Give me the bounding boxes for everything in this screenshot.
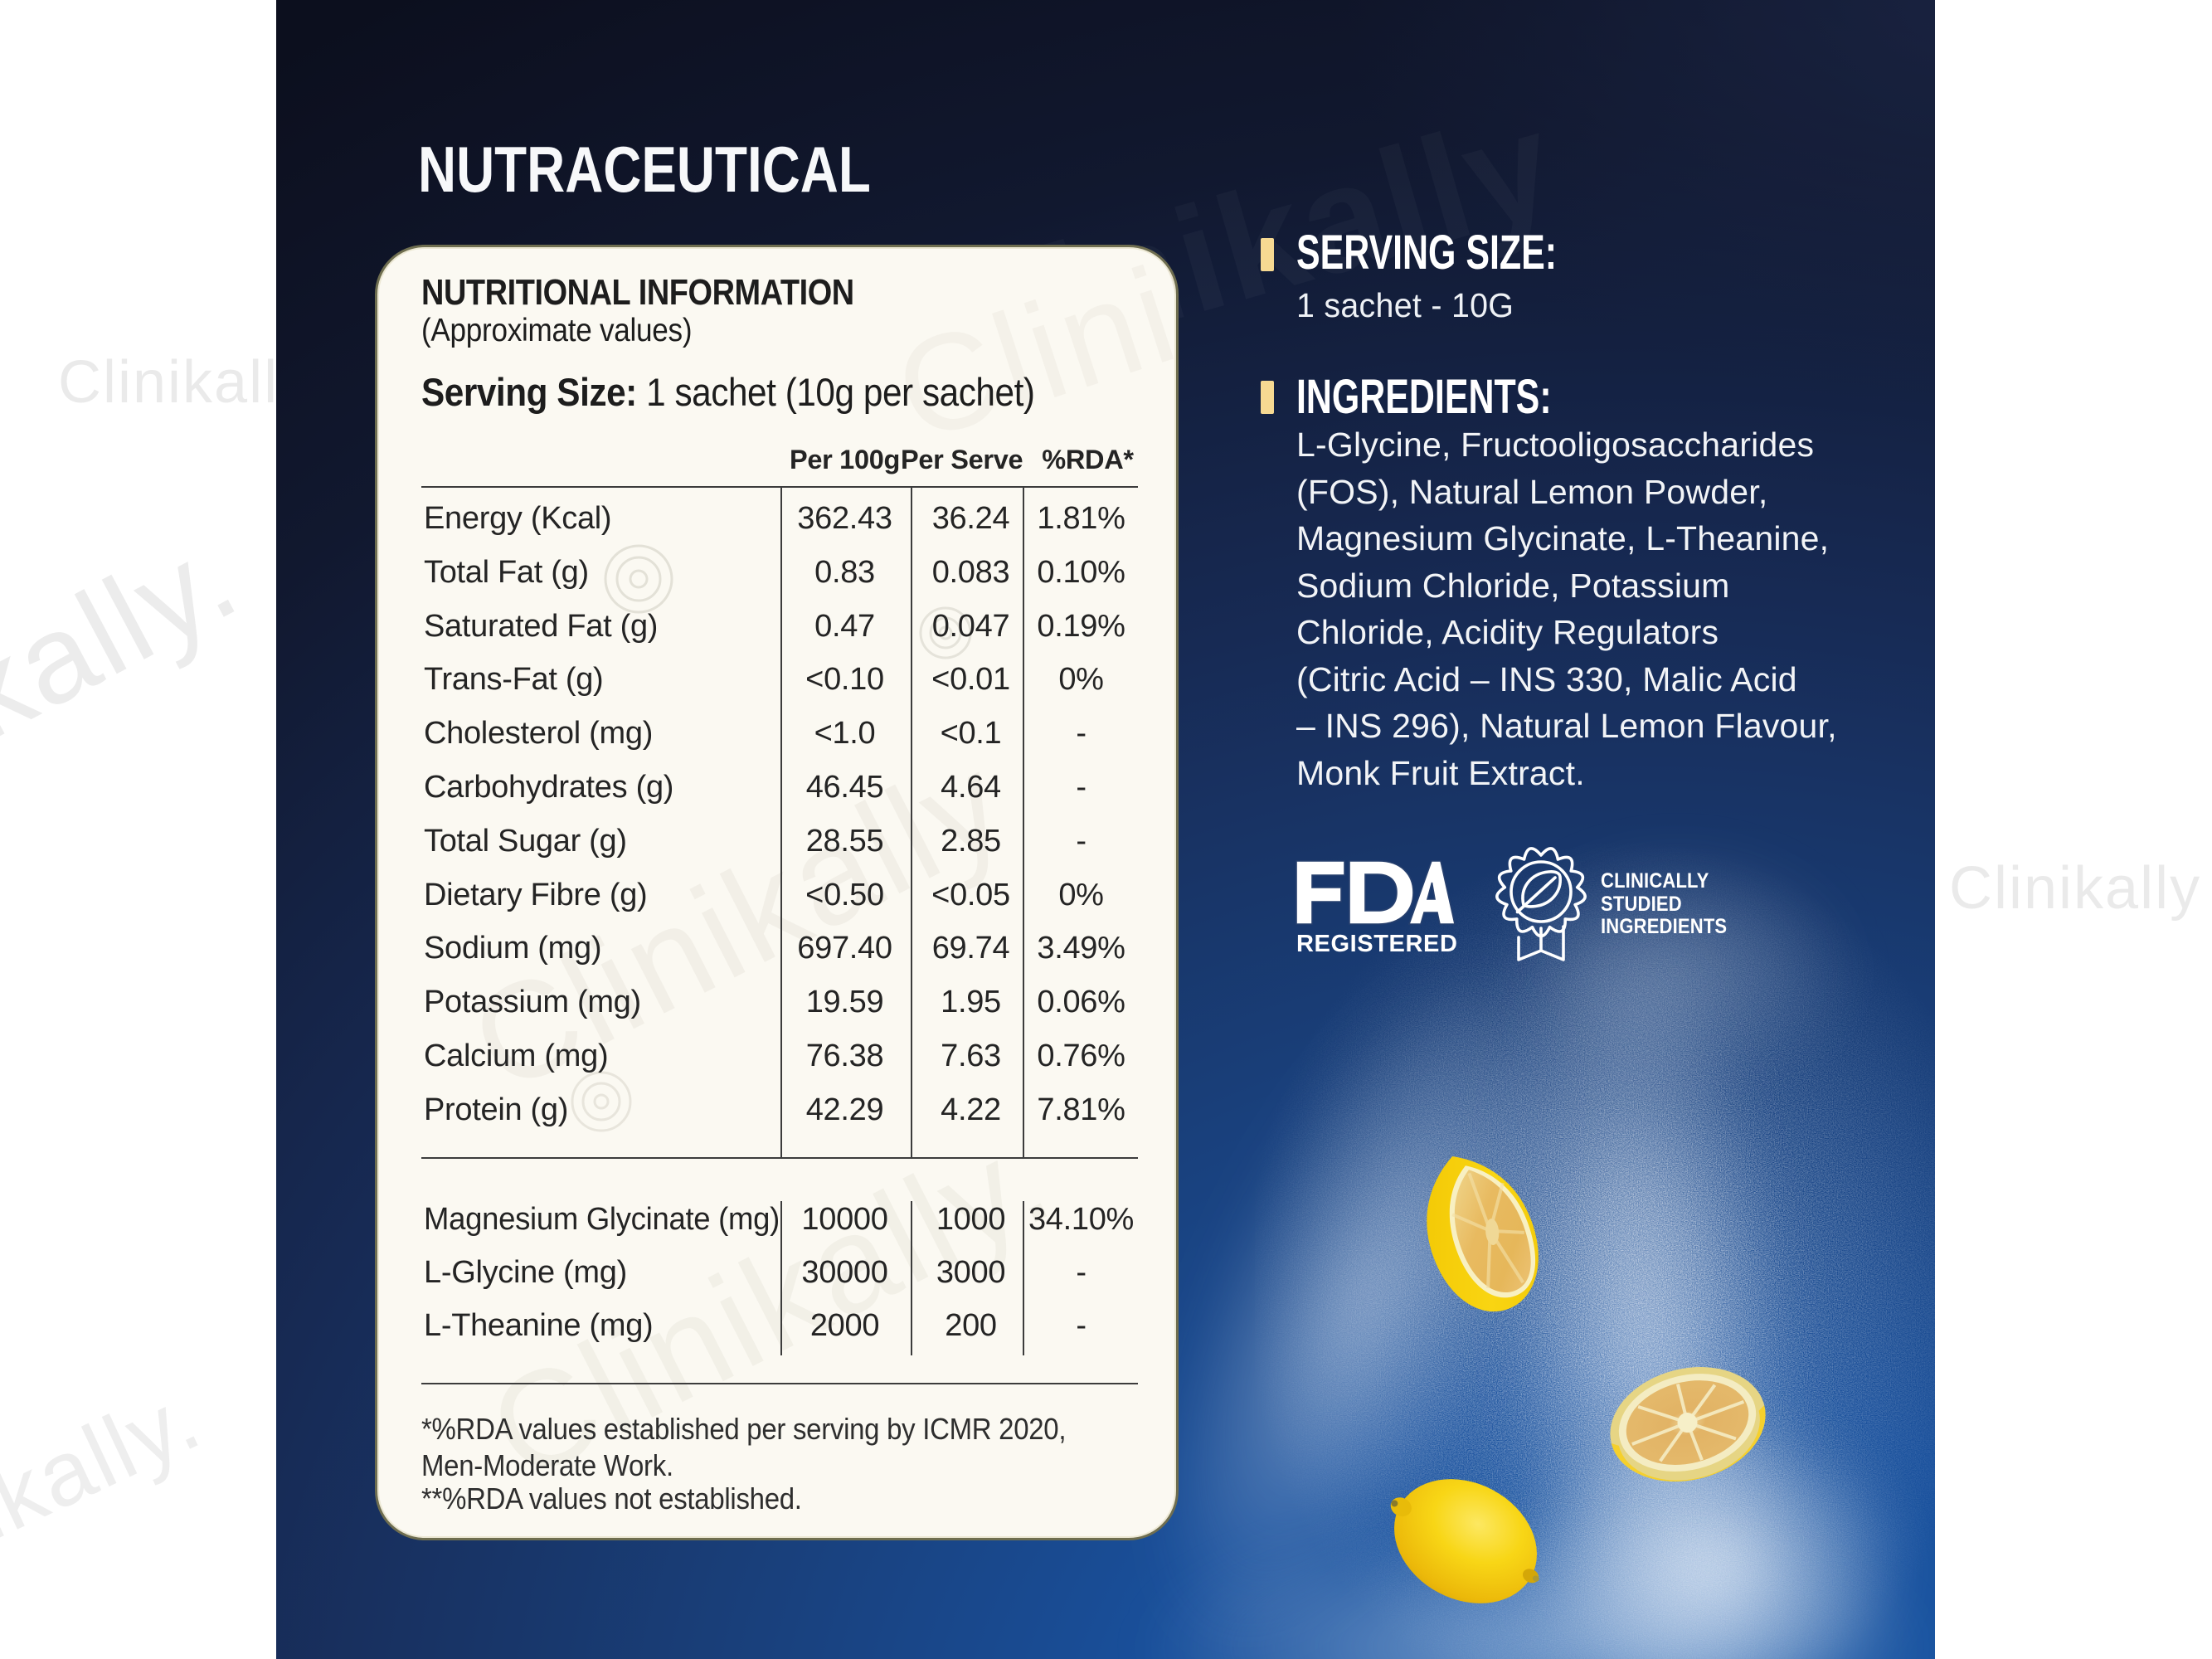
svg-text:REGISTERED: REGISTERED: [1296, 931, 1458, 957]
